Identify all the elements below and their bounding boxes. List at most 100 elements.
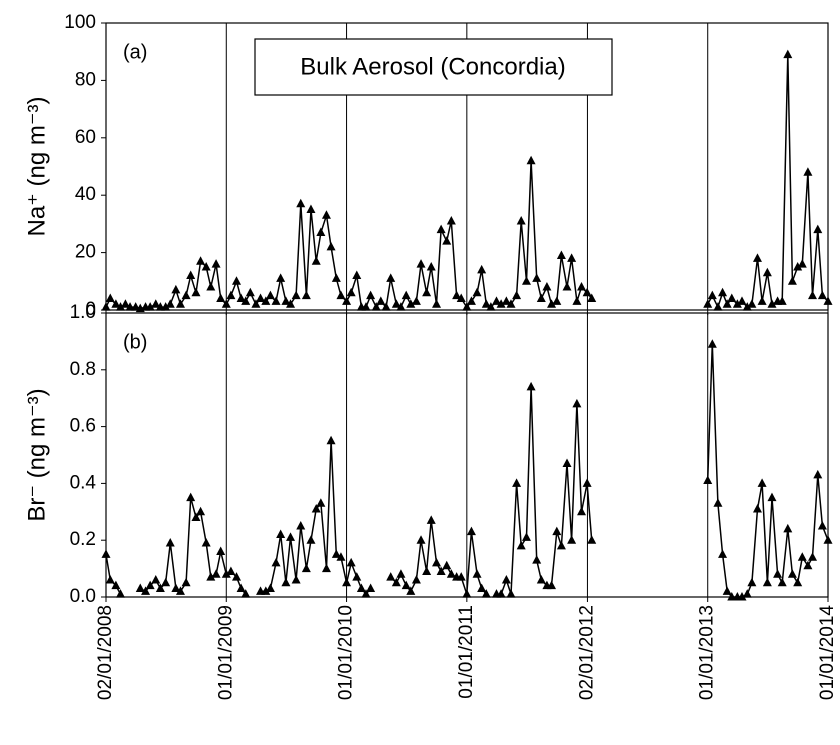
data-point xyxy=(271,557,281,567)
data-point xyxy=(316,498,326,507)
data-point xyxy=(221,569,231,578)
data-point xyxy=(542,282,552,291)
data-point xyxy=(587,535,597,544)
data-point xyxy=(456,293,466,303)
data-point xyxy=(265,290,275,300)
y-tick-label: 0.2 xyxy=(70,529,96,550)
data-point xyxy=(151,574,161,584)
data-point xyxy=(391,299,401,308)
data-point xyxy=(486,302,496,311)
data-point xyxy=(426,261,436,271)
data-point xyxy=(481,589,491,598)
data-point xyxy=(462,589,472,598)
data-point xyxy=(396,569,406,578)
data-point xyxy=(446,569,456,578)
data-point xyxy=(161,302,171,311)
data-point xyxy=(747,299,757,308)
data-point xyxy=(226,566,236,575)
data-point xyxy=(211,259,221,268)
data-point xyxy=(783,49,793,59)
data-point xyxy=(276,273,286,282)
data-point xyxy=(456,572,466,581)
data-point xyxy=(793,577,803,587)
data-point xyxy=(165,538,175,547)
data-point xyxy=(401,580,411,590)
data-point xyxy=(793,261,803,271)
data-point xyxy=(506,299,516,308)
y-tick-label: 0.8 xyxy=(70,359,96,380)
data-point xyxy=(291,574,301,584)
data-point xyxy=(703,475,713,485)
data-point xyxy=(191,287,201,297)
data-point xyxy=(342,577,352,587)
data-point xyxy=(436,566,446,575)
data-point xyxy=(422,566,432,575)
x-tick-label: 02/01/2008 xyxy=(95,605,116,700)
data-point xyxy=(245,287,255,297)
y-tick-label: 0.4 xyxy=(70,472,97,493)
data-point xyxy=(767,492,777,502)
data-point xyxy=(582,287,592,297)
data-point xyxy=(713,302,723,311)
data-point xyxy=(577,282,587,291)
data-point xyxy=(727,293,737,303)
data-point xyxy=(703,299,713,308)
data-point xyxy=(582,478,592,487)
data-point xyxy=(512,478,522,487)
data-point xyxy=(366,583,376,592)
data-point xyxy=(236,293,246,303)
data-point xyxy=(161,577,171,587)
data-point xyxy=(466,526,476,536)
data-point xyxy=(472,287,482,297)
panel-label: (a) xyxy=(123,41,147,63)
data-point xyxy=(141,586,151,595)
data-point xyxy=(145,302,155,311)
data-point xyxy=(567,253,577,262)
data-point xyxy=(115,302,125,311)
data-point xyxy=(496,299,506,308)
data-point xyxy=(446,216,456,225)
y-tick-label: 0.0 xyxy=(70,586,96,607)
data-point xyxy=(181,577,191,587)
data-point xyxy=(477,583,487,592)
data-point xyxy=(556,250,566,259)
y-tick-label: 0.6 xyxy=(70,416,96,437)
x-tick-label: 01/01/2009 xyxy=(215,605,236,700)
data-point xyxy=(155,583,165,592)
data-point xyxy=(321,210,331,219)
data-point xyxy=(752,253,762,262)
data-point xyxy=(171,284,181,294)
data-point xyxy=(391,577,401,587)
x-tick-label: 02/01/2012 xyxy=(576,605,597,700)
data-point xyxy=(718,549,728,558)
data-point xyxy=(562,282,572,291)
data-point xyxy=(823,535,833,544)
data-point xyxy=(311,503,321,513)
data-point xyxy=(276,529,286,539)
x-tick-label: 01/01/2011 xyxy=(456,605,477,699)
data-point xyxy=(803,560,813,570)
data-point xyxy=(401,290,411,300)
data-point xyxy=(547,580,557,590)
data-point xyxy=(101,302,111,311)
data-point xyxy=(281,577,291,587)
data-point xyxy=(105,293,115,303)
data-point xyxy=(261,586,271,595)
data-point xyxy=(817,521,827,530)
data-point xyxy=(757,478,767,487)
data-point xyxy=(311,256,321,265)
data-point xyxy=(396,302,406,311)
data-point xyxy=(326,435,336,445)
data-point xyxy=(346,287,356,297)
data-point xyxy=(286,532,296,541)
data-point xyxy=(773,569,783,578)
data-point xyxy=(737,592,747,601)
data-point xyxy=(352,572,362,581)
data-point xyxy=(526,155,536,165)
data-point xyxy=(361,589,371,598)
data-point xyxy=(737,296,747,305)
data-point xyxy=(742,302,752,311)
data-point xyxy=(718,287,728,297)
data-point xyxy=(813,469,823,479)
data-point xyxy=(175,299,185,308)
